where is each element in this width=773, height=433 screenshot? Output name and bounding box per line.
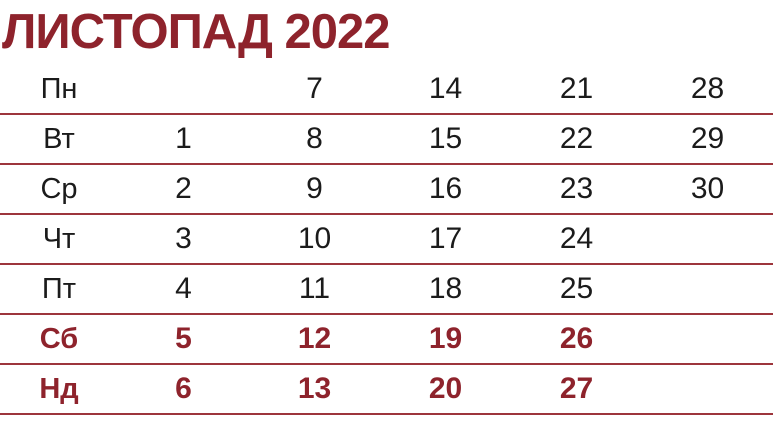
date-cell: 25 xyxy=(559,272,594,305)
weekday-label-tuesday: Вт xyxy=(43,122,75,155)
date-cell: 7 xyxy=(306,72,323,105)
date-cell: 19 xyxy=(428,322,463,355)
calendar-row-thursday: Чт 3 10 17 24 xyxy=(0,215,773,265)
date-cell: 18 xyxy=(428,272,463,305)
date-cell: 2 xyxy=(175,172,192,205)
date-cell: 27 xyxy=(559,372,594,405)
date-cell: 20 xyxy=(428,372,463,405)
weekday-label-friday: Пт xyxy=(41,272,77,305)
date-cell: 26 xyxy=(559,322,594,355)
date-cell: 3 xyxy=(175,222,192,255)
date-cell: 17 xyxy=(428,222,463,255)
date-cell: 1 xyxy=(175,122,192,155)
date-cell: 21 xyxy=(559,72,594,105)
date-cell: 28 xyxy=(690,72,725,105)
date-cell: 22 xyxy=(559,122,594,155)
calendar-title: ЛИСТОПАД 2022 xyxy=(2,5,391,59)
date-cell: 24 xyxy=(559,222,594,255)
date-cell: 8 xyxy=(306,122,323,155)
date-cell: 10 xyxy=(297,222,332,255)
calendar-row-tuesday: Вт 1 8 15 22 29 xyxy=(0,115,773,165)
weekday-label-thursday: Чт xyxy=(42,222,76,255)
date-cell: 4 xyxy=(175,272,192,305)
calendar-table: Пн 7 14 21 28 Вт 1 8 15 22 29 Ср 2 9 16 … xyxy=(0,65,773,415)
date-cell: 23 xyxy=(559,172,594,205)
date-cell: 12 xyxy=(297,322,332,355)
calendar-row-friday: Пт 4 11 18 25 xyxy=(0,265,773,315)
weekday-label-saturday: Сб xyxy=(39,322,79,355)
calendar-row-monday: Пн 7 14 21 28 xyxy=(0,65,773,115)
date-cell: 29 xyxy=(690,122,725,155)
date-cell: 5 xyxy=(175,322,192,355)
date-cell: 14 xyxy=(428,72,463,105)
date-cell: 30 xyxy=(690,172,725,205)
weekday-label-wednesday: Ср xyxy=(40,172,78,205)
date-cell: 13 xyxy=(297,372,332,405)
date-cell: 15 xyxy=(428,122,463,155)
date-cell: 16 xyxy=(428,172,463,205)
calendar-row-wednesday: Ср 2 9 16 23 30 xyxy=(0,165,773,215)
date-cell: 9 xyxy=(306,172,323,205)
weekday-label-monday: Пн xyxy=(40,72,78,105)
date-cell: 6 xyxy=(175,372,192,405)
date-cell: 11 xyxy=(298,272,331,305)
calendar-row-saturday: Сб 5 12 19 26 xyxy=(0,315,773,365)
weekday-label-sunday: Нд xyxy=(39,372,79,405)
calendar-row-sunday: Нд 6 13 20 27 xyxy=(0,365,773,415)
